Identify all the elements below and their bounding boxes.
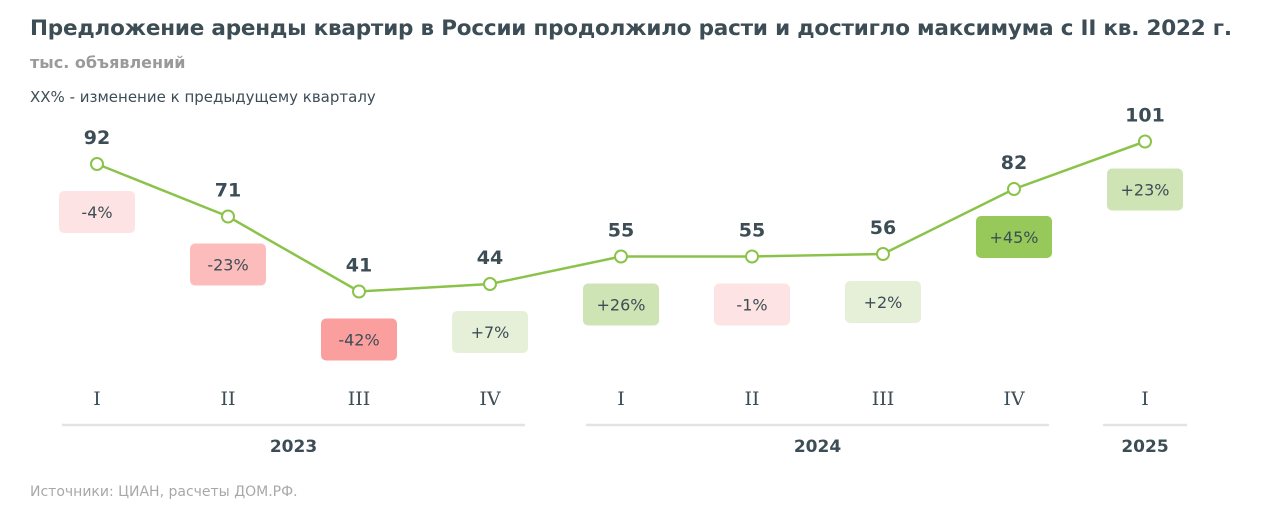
- change-badge: +45%: [976, 216, 1052, 258]
- change-badge-bg: [714, 283, 790, 326]
- change-badge-bg: [583, 283, 659, 326]
- value-label: 41: [346, 255, 372, 277]
- data-point: [614, 249, 628, 264]
- quarter-label: IV: [1003, 388, 1025, 410]
- change-badge: -23%: [190, 243, 266, 286]
- change-badge-text: -42%: [338, 331, 379, 350]
- value-label: 82: [1001, 152, 1027, 174]
- chart-subtitle: тыс. объявлений: [30, 53, 186, 72]
- change-badge-text: -4%: [81, 203, 112, 222]
- data-point: [90, 157, 104, 171]
- data-point: [876, 247, 890, 261]
- quarter-label: IV: [479, 388, 501, 410]
- change-badge-text: +45%: [990, 228, 1039, 247]
- data-point: [1007, 182, 1021, 196]
- year-label: 2023: [270, 437, 317, 457]
- change-badge-text: -23%: [207, 256, 248, 275]
- change-badge-text: +26%: [597, 296, 646, 315]
- year-label: 2024: [794, 437, 841, 457]
- change-badge-bg: [321, 318, 397, 361]
- change-badge-text: -1%: [736, 296, 767, 315]
- quarter-label: I: [93, 388, 101, 410]
- change-badge-text: +7%: [471, 323, 510, 342]
- change-badge-text: +23%: [1121, 181, 1170, 200]
- data-point: [745, 249, 759, 264]
- change-badge: -4%: [59, 191, 135, 233]
- value-label: 101: [1125, 105, 1165, 127]
- change-badge: -1%: [714, 283, 790, 326]
- quarter-label: II: [220, 388, 235, 410]
- change-badge-bg: [976, 216, 1052, 258]
- change-badge-bg: [452, 311, 528, 353]
- value-label: 71: [215, 180, 241, 202]
- change-badge: -42%: [321, 318, 397, 361]
- change-badge-bg: [845, 281, 921, 323]
- change-badge: +2%: [845, 281, 921, 323]
- change-badge: +7%: [452, 311, 528, 353]
- value-label: 55: [608, 220, 634, 242]
- value-label: 92: [84, 127, 110, 149]
- change-badge: +26%: [583, 283, 659, 326]
- year-label: 2025: [1121, 437, 1168, 457]
- value-label: 44: [477, 247, 503, 269]
- change-badge-bg: [1107, 168, 1183, 211]
- chart-note: XX% - изменение к предыдущему кварталу: [30, 88, 376, 106]
- data-point: [352, 284, 366, 299]
- quarter-label: III: [348, 388, 371, 410]
- change-badge-text: +2%: [864, 293, 903, 312]
- source-note: Источники: ЦИАН, расчеты ДОМ.РФ.: [30, 484, 298, 500]
- data-point: [483, 277, 497, 291]
- value-labels: 92 71 41 44 55 55 56 82 101: [84, 105, 1165, 277]
- value-label: 55: [739, 220, 765, 242]
- value-label: 56: [870, 217, 896, 239]
- quarter-label: I: [617, 388, 625, 410]
- change-badge: +23%: [1107, 168, 1183, 211]
- quarter-label: III: [872, 388, 895, 410]
- change-badges: -4% -23% -42% +7% +26% -1% +2% +45% +23%: [59, 168, 1183, 361]
- change-badge-bg: [59, 191, 135, 233]
- data-point: [221, 209, 235, 224]
- quarter-label: I: [1141, 388, 1149, 410]
- change-badge-bg: [190, 243, 266, 286]
- data-points: [90, 134, 1152, 299]
- chart-title: Предложение аренды квартир в России прод…: [30, 16, 1232, 41]
- quarter-label: II: [744, 388, 759, 410]
- data-point: [1138, 134, 1152, 149]
